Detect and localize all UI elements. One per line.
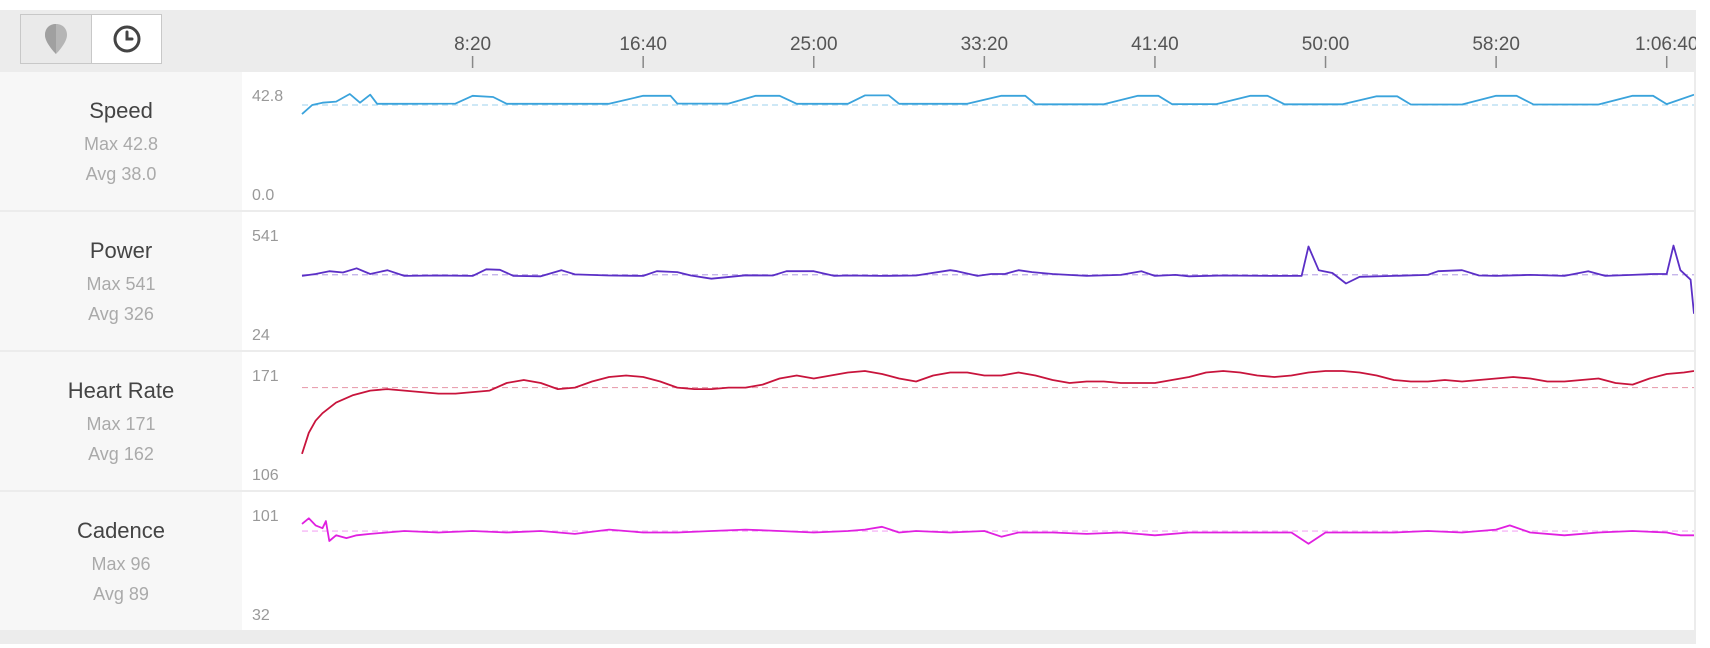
y-max-label: 541	[252, 228, 279, 245]
series-line-power	[301, 244, 1695, 314]
metric-name: Cadence	[76, 518, 166, 543]
clock-icon	[113, 25, 140, 53]
panel-label-speed: Speed Max 42.8 Avg 38.0	[0, 72, 242, 210]
metric-max: Max 96	[91, 554, 151, 574]
panel-plot-speed: 42.8 0.0	[242, 72, 1695, 210]
metric-avg: Avg 326	[88, 304, 154, 324]
metric-avg: Avg 89	[93, 584, 149, 604]
panel-plot-heart_rate: 171 106	[242, 352, 1695, 490]
time-tick-label: 8:20	[454, 34, 491, 55]
chart-container: 8:20 16:40 25:00 33:20 41:40 50:00 58:20 1:06:4…	[0, 10, 1696, 644]
plot-svg-cadence: 101 32	[252, 508, 1694, 624]
time-tick-label: 1:06:40	[1635, 34, 1696, 55]
panel-plot-cadence: 101 32	[242, 492, 1694, 630]
y-min-label: 32	[252, 607, 270, 624]
series-line-cadence	[301, 517, 1694, 545]
panel-label-power: Power Max 541 Avg 326	[0, 212, 242, 350]
plot-svg-speed: 42.8 0.0	[252, 88, 1695, 204]
metric-avg: Avg 38.0	[85, 164, 157, 184]
y-min-label: 0.0	[252, 187, 274, 204]
plot-svg-heart_rate: 171 106	[252, 368, 1695, 484]
metric-max: Max 171	[86, 414, 156, 434]
series-line-heart_rate	[301, 370, 1695, 455]
time-view-button[interactable]	[91, 14, 162, 64]
time-axis: 8:20 16:40 25:00 33:20 41:40 50:00 58:20 1:06:4…	[454, 34, 1696, 68]
plot-svg-power: 541 24	[252, 228, 1695, 344]
panel-plot-power: 541 24	[242, 212, 1695, 350]
metric-max: Max 541	[86, 274, 156, 294]
metric-avg: Avg 162	[88, 444, 154, 464]
y-max-label: 101	[252, 508, 279, 525]
y-min-label: 24	[252, 327, 270, 344]
time-tick-label: 25:00	[790, 34, 838, 55]
panel-label-cadence: Cadence Max 96 Avg 89	[0, 492, 242, 630]
panel-label-heart_rate: Heart Rate Max 171 Avg 162	[0, 352, 242, 490]
metric-max: Max 42.8	[83, 134, 159, 154]
toolbar: 8:20 16:40 25:00 33:20 41:40 50:00 58:20 1:06:4…	[0, 10, 1696, 70]
time-tick-label: 41:40	[1131, 34, 1179, 55]
time-tick-label: 33:20	[961, 34, 1009, 55]
metric-name: Speed	[89, 98, 153, 123]
time-tick-label: 50:00	[1302, 34, 1350, 55]
y-min-label: 106	[252, 467, 279, 484]
map-view-button[interactable]	[20, 14, 91, 64]
time-tick-label: 58:20	[1472, 34, 1520, 55]
y-max-label: 42.8	[252, 88, 283, 105]
y-max-label: 171	[252, 368, 279, 385]
time-tick-label: 16:40	[619, 34, 667, 55]
series-line-speed	[301, 93, 1695, 115]
map-pin-icon	[45, 24, 67, 54]
metric-name: Power	[89, 238, 153, 263]
metric-name: Heart Rate	[67, 378, 175, 403]
